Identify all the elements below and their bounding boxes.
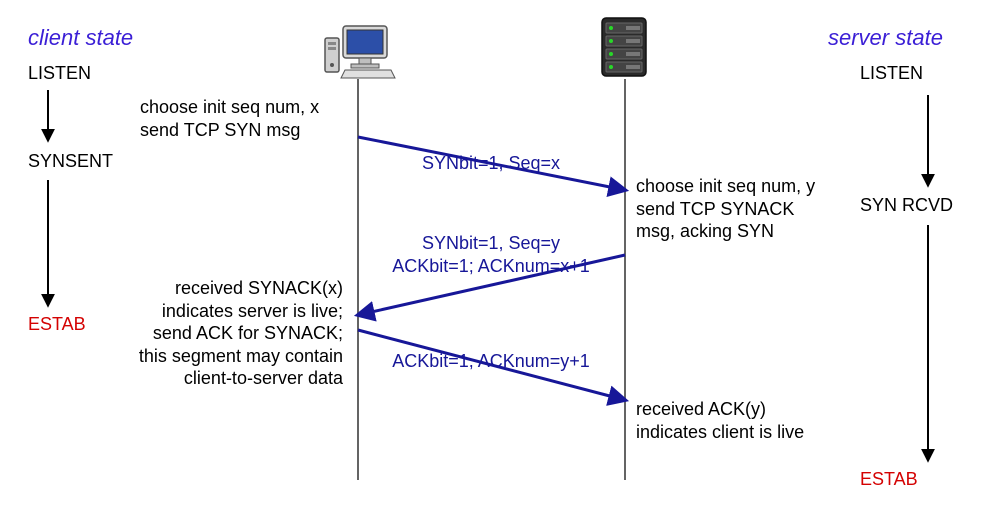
diagram-svg — [0, 0, 982, 513]
syn-arrow — [358, 137, 625, 190]
ack-arrow — [358, 330, 625, 400]
client-computer-icon — [325, 26, 395, 78]
server-icon — [602, 18, 646, 76]
synack-arrow — [358, 255, 625, 315]
